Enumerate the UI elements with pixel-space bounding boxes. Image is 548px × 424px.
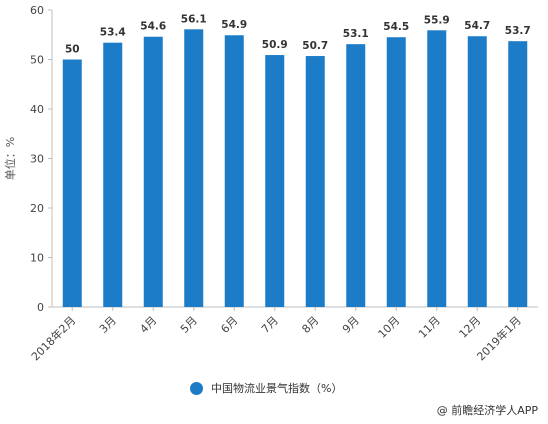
legend: 中国物流业景气指数（%）	[190, 380, 342, 396]
x-tick-label: 10月	[376, 314, 403, 341]
axes	[51, 10, 538, 308]
bar	[62, 59, 82, 307]
data-label: 50	[65, 44, 80, 56]
y-tick-label: 0	[37, 301, 44, 314]
bar	[305, 56, 325, 307]
bar	[346, 44, 366, 307]
y-axis-ticks: 0 10 20 30 40 50 60	[30, 4, 52, 314]
bar	[184, 29, 204, 308]
x-tick-label: 5月	[178, 314, 200, 336]
y-tick-label: 20	[30, 202, 44, 215]
data-label: 54.7	[464, 20, 490, 32]
data-label: 53.7	[505, 25, 531, 37]
bar	[143, 36, 163, 307]
bars	[62, 29, 528, 308]
bar	[467, 36, 487, 308]
bar	[508, 41, 528, 308]
bar	[224, 35, 244, 308]
bar	[427, 30, 447, 307]
bar	[103, 42, 123, 308]
y-tick-label: 40	[30, 103, 44, 116]
x-tick-label: 2018年2月	[28, 313, 78, 363]
x-tick-label: 7月	[259, 314, 281, 336]
bar	[265, 55, 285, 307]
data-label: 53.4	[100, 27, 126, 39]
x-tick-label: 12月	[457, 314, 484, 341]
data-label: 53.1	[343, 28, 369, 40]
x-tick-label: 9月	[340, 314, 362, 336]
y-tick-label: 50	[30, 54, 44, 67]
y-tick-label: 10	[30, 252, 44, 265]
x-tick-label: 6月	[218, 314, 240, 336]
data-label: 50.9	[262, 39, 288, 51]
x-tick-label: 4月	[137, 314, 159, 336]
data-label: 54.5	[383, 21, 409, 33]
data-label: 54.6	[140, 21, 166, 33]
data-labels: 50 53.4 54.6 56.1 54.9 50.9 50.7 53.1 54.5 55.9 54…	[65, 13, 531, 55]
x-tick-label: 8月	[299, 314, 321, 336]
y-axis-label: 单位：%	[3, 137, 17, 180]
legend-label: 中国物流业景气指数（%）	[211, 382, 343, 395]
y-tick-label: 60	[30, 4, 44, 17]
legend-marker	[190, 381, 203, 395]
x-tick-label: 2019年1月	[474, 313, 524, 363]
x-tick-label: 3月	[97, 314, 119, 336]
y-tick-label: 30	[30, 153, 44, 166]
data-label: 56.1	[181, 13, 207, 25]
data-label: 50.7	[302, 40, 328, 52]
x-tick-label: 11月	[416, 314, 443, 341]
source-credit: @ 前瞻经济学人APP	[436, 404, 538, 417]
data-label: 54.9	[221, 19, 247, 31]
data-label: 55.9	[424, 14, 450, 26]
bar	[386, 37, 406, 307]
